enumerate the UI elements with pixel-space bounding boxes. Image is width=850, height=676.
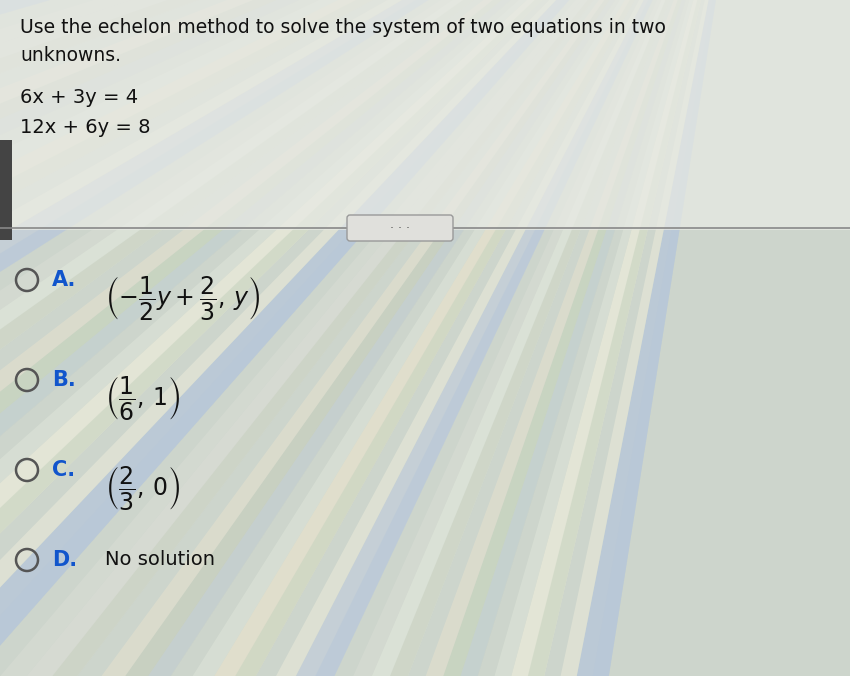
Polygon shape (0, 0, 748, 676)
Polygon shape (0, 0, 748, 556)
Polygon shape (0, 0, 748, 676)
Polygon shape (0, 0, 748, 676)
Polygon shape (0, 0, 748, 266)
Polygon shape (0, 0, 748, 414)
Polygon shape (0, 0, 748, 366)
Polygon shape (0, 0, 748, 601)
Text: · · ·: · · · (390, 222, 410, 235)
Polygon shape (0, 0, 748, 676)
Polygon shape (158, 0, 748, 676)
Polygon shape (86, 0, 748, 676)
Text: $\left(-\dfrac{1}{2}y+\dfrac{2}{3},\,y\right)$: $\left(-\dfrac{1}{2}y+\dfrac{2}{3},\,y\r… (105, 274, 260, 322)
Polygon shape (0, 0, 748, 676)
Polygon shape (0, 0, 748, 676)
Polygon shape (0, 0, 748, 510)
Polygon shape (0, 0, 748, 113)
Polygon shape (0, 0, 748, 216)
Polygon shape (332, 0, 748, 676)
Polygon shape (0, 0, 748, 510)
Polygon shape (0, 0, 748, 676)
Polygon shape (383, 0, 748, 676)
Polygon shape (182, 0, 748, 676)
Polygon shape (487, 0, 748, 676)
Polygon shape (0, 0, 748, 676)
Polygon shape (0, 0, 748, 414)
Polygon shape (0, 0, 748, 676)
Text: $\left(\dfrac{1}{6},\,1\right)$: $\left(\dfrac{1}{6},\,1\right)$ (105, 374, 180, 422)
Bar (0, 0, 850, 230)
Polygon shape (133, 0, 748, 676)
Polygon shape (0, 0, 748, 676)
Polygon shape (0, 0, 748, 113)
Text: No solution: No solution (105, 550, 215, 569)
Polygon shape (0, 0, 748, 601)
Polygon shape (0, 0, 748, 676)
Text: B.: B. (52, 370, 76, 390)
Polygon shape (0, 0, 748, 676)
Polygon shape (0, 0, 748, 164)
Polygon shape (0, 0, 748, 676)
Text: Use the echelon method to solve the system of two equations in two: Use the echelon method to solve the syst… (20, 18, 666, 37)
Polygon shape (231, 0, 748, 676)
Polygon shape (0, 0, 748, 676)
Polygon shape (0, 0, 748, 676)
Bar (0, 140, 12, 240)
Polygon shape (257, 0, 748, 676)
Polygon shape (0, 0, 748, 316)
Text: 12x + 6y = 8: 12x + 6y = 8 (20, 118, 150, 137)
Polygon shape (435, 0, 748, 676)
Polygon shape (462, 0, 748, 676)
Polygon shape (281, 0, 748, 676)
Text: A.: A. (52, 270, 76, 290)
Polygon shape (0, 0, 748, 462)
FancyBboxPatch shape (347, 215, 453, 241)
Polygon shape (358, 0, 748, 676)
Polygon shape (0, 0, 748, 9)
Polygon shape (0, 0, 748, 676)
Polygon shape (62, 0, 748, 676)
Polygon shape (0, 0, 748, 676)
Polygon shape (0, 0, 748, 645)
Polygon shape (0, 0, 748, 676)
Polygon shape (0, 0, 748, 9)
Polygon shape (0, 0, 748, 61)
Text: 6x + 3y = 4: 6x + 3y = 4 (20, 88, 138, 107)
Polygon shape (0, 0, 748, 216)
Text: D.: D. (52, 550, 77, 570)
Text: $\left(\dfrac{2}{3},\,0\right)$: $\left(\dfrac{2}{3},\,0\right)$ (105, 464, 180, 512)
Polygon shape (0, 0, 748, 316)
Text: unknowns.: unknowns. (20, 46, 121, 65)
Polygon shape (0, 0, 748, 676)
Polygon shape (38, 0, 748, 676)
Polygon shape (0, 0, 748, 676)
Text: C.: C. (52, 460, 75, 480)
